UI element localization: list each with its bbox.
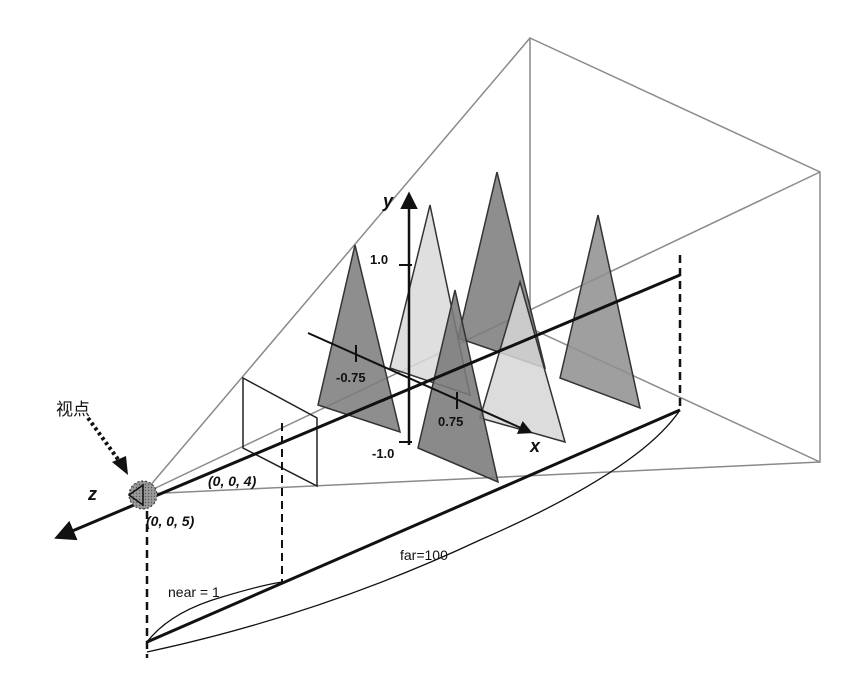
far-distance-label: far=100 bbox=[400, 547, 448, 563]
y-tick-pos-label: 1.0 bbox=[370, 252, 388, 267]
x-tick-neg-label: -0.75 bbox=[336, 370, 366, 385]
triangle-back-right bbox=[559, 214, 642, 410]
near-point-coord: (0, 0, 4) bbox=[208, 473, 257, 489]
frustum-edge-top bbox=[142, 37, 531, 495]
dotted-arrow bbox=[86, 416, 122, 464]
dotted-arrowhead bbox=[112, 456, 128, 475]
frustum-edge-bottom bbox=[142, 461, 821, 495]
eye-point-coord: (0, 0, 5) bbox=[146, 513, 195, 529]
far-brace bbox=[146, 409, 681, 653]
x-axis-label: x bbox=[529, 436, 541, 456]
x-axis bbox=[307, 332, 533, 434]
far-plane bbox=[529, 36, 821, 464]
z-axis bbox=[54, 273, 681, 541]
triangles bbox=[317, 171, 642, 484]
frustum bbox=[142, 36, 821, 495]
z-axis-label: z bbox=[87, 484, 97, 504]
distance-guides bbox=[145, 255, 682, 658]
near-plane bbox=[242, 376, 318, 488]
eye-point bbox=[127, 480, 158, 510]
y-tick-neg-label: -1.0 bbox=[372, 446, 394, 461]
near-distance-label: near = 1 bbox=[168, 584, 220, 600]
triangle-left bbox=[317, 244, 402, 434]
y-axis-label: y bbox=[382, 191, 394, 211]
triangle-front bbox=[417, 289, 500, 484]
near-brace bbox=[146, 581, 283, 643]
viewpoint-pointer bbox=[86, 416, 128, 475]
viewpoint-label: 视点 bbox=[56, 400, 90, 420]
eye-glyph bbox=[127, 483, 144, 507]
far-distance-line bbox=[146, 408, 681, 644]
x-tick-pos-label: 0.75 bbox=[438, 414, 463, 429]
axes bbox=[54, 191, 681, 541]
